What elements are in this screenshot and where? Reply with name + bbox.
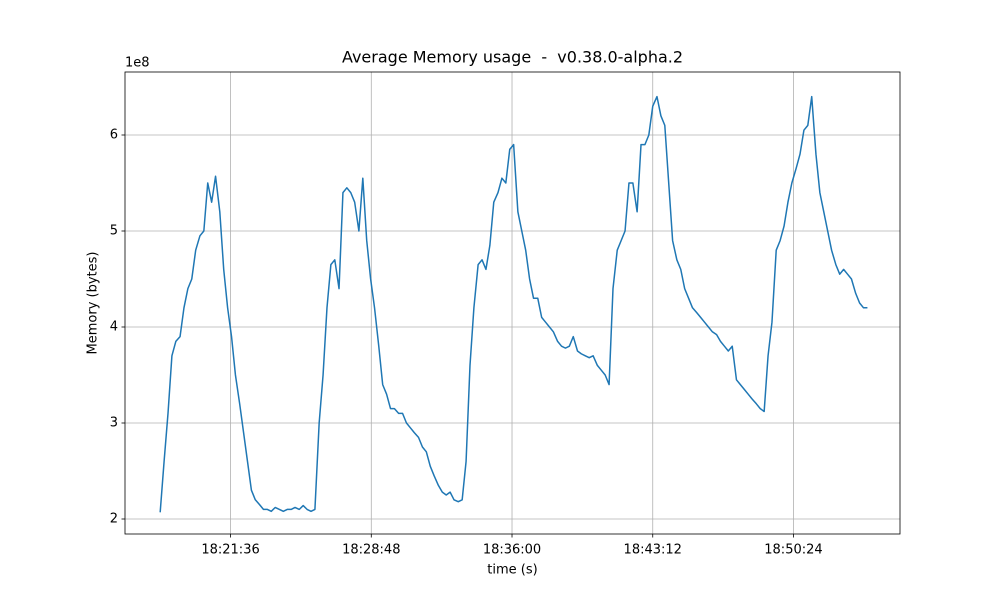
y-tick-label: 3 xyxy=(110,416,118,431)
y-offset-label: 1e8 xyxy=(125,56,150,71)
y-tick-label: 6 xyxy=(110,128,118,143)
x-axis-label: time (s) xyxy=(487,563,537,578)
chart-title: Average Memory usage - v0.38.0-alpha.2 xyxy=(342,48,683,67)
x-tick-label: 18:21:36 xyxy=(201,543,259,558)
y-tick-label: 5 xyxy=(110,224,118,239)
x-tick-label: 18:43:12 xyxy=(624,543,682,558)
y-tick-label: 4 xyxy=(110,320,118,335)
y-tick-label: 2 xyxy=(110,512,118,527)
x-tick-label: 18:36:00 xyxy=(483,543,541,558)
data-line xyxy=(159,95,868,513)
x-tick-label: 18:50:24 xyxy=(764,543,822,558)
x-tick-label: 18:28:48 xyxy=(342,543,400,558)
plot-frame xyxy=(124,71,901,535)
y-axis-label: Memory (bytes) xyxy=(86,252,101,355)
